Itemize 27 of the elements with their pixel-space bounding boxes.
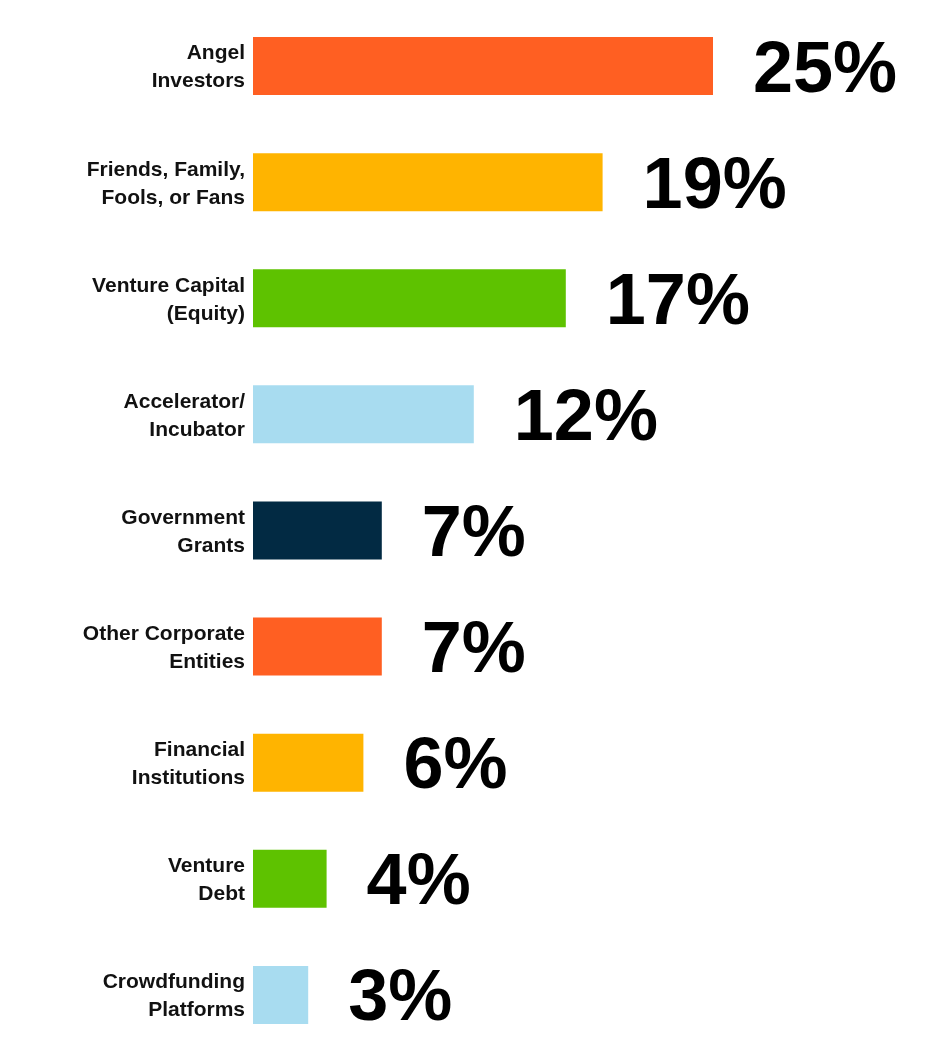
data-label: 6% (403, 723, 508, 804)
y-tick-label: Friends, Family, Fools, or Fans (86, 156, 245, 208)
bar (253, 385, 474, 444)
data-label: 3% (348, 955, 453, 1036)
y-tick-label: Venture Capital (Equity) (92, 272, 245, 324)
bar (253, 965, 309, 1024)
bar (253, 733, 364, 792)
bar (253, 37, 713, 96)
bar (253, 617, 382, 676)
data-label: 7% (421, 491, 526, 572)
data-label: 7% (421, 607, 526, 688)
y-tick-label: Other Corporate Entities (82, 620, 245, 672)
y-tick-label: Accelerator/ Incubator (123, 388, 246, 440)
data-label: 4% (366, 839, 471, 920)
y-tick-label: Government Grants (121, 504, 245, 556)
data-label: 25% (753, 26, 898, 107)
bar (253, 501, 382, 560)
data-label: 12% (513, 374, 658, 455)
y-tick-label: Venture Debt (167, 853, 245, 905)
bar (253, 849, 327, 908)
data-label: 17% (605, 258, 750, 339)
data-label: 19% (642, 142, 787, 223)
y-tick-label: Angel Investors (151, 40, 245, 92)
y-tick-label: Financial Institutions (131, 737, 245, 789)
y-tick-label: Crowdfunding Platforms (102, 969, 245, 1021)
bar (253, 269, 566, 328)
bar (253, 153, 603, 212)
